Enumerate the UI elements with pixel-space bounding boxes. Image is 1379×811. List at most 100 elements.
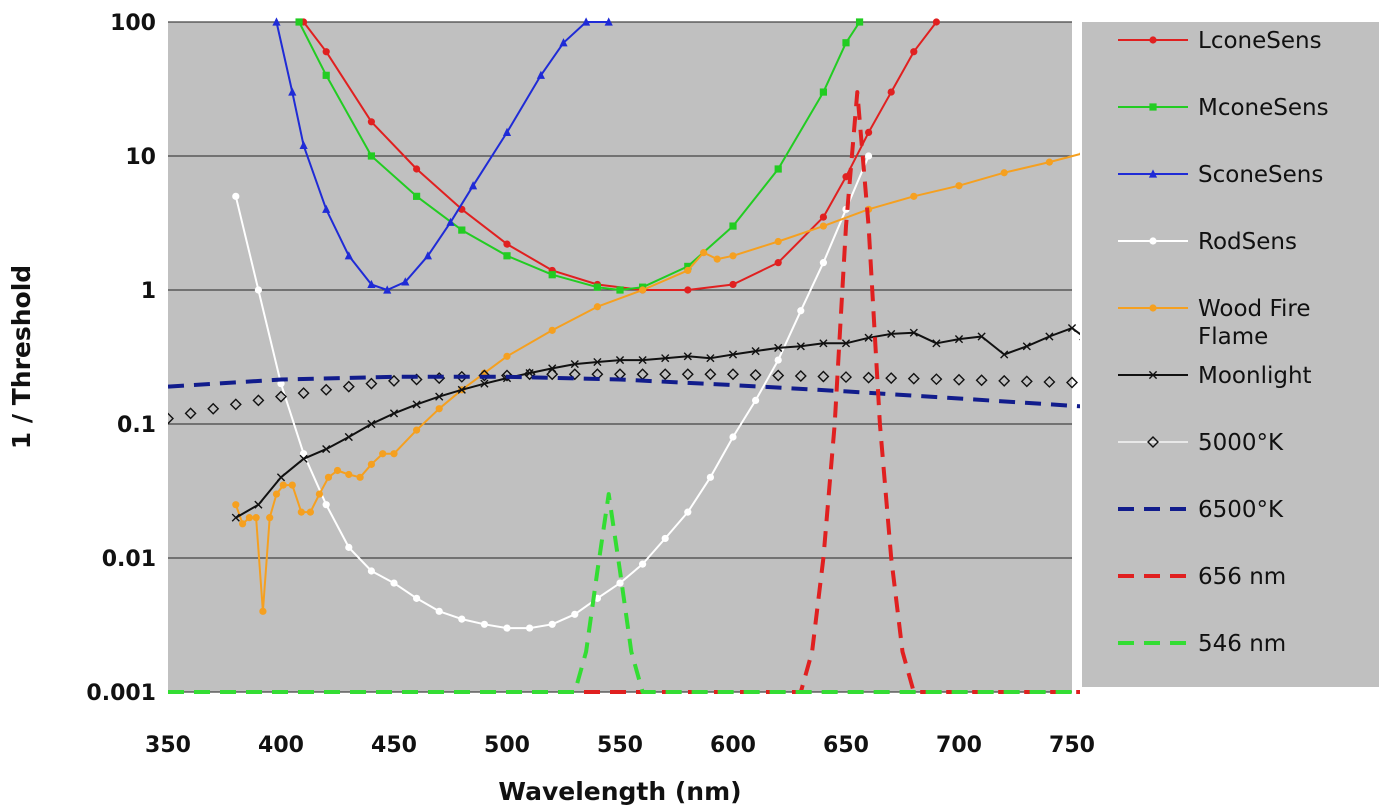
data-point	[772, 369, 785, 382]
legend-label: MconeSens	[1198, 95, 1329, 121]
data-point	[841, 339, 851, 348]
data-point	[469, 181, 478, 190]
data-point	[1022, 342, 1031, 351]
legend-label: RodSens	[1198, 229, 1297, 255]
data-point	[345, 543, 353, 551]
legend-label-line: Flame	[1198, 324, 1268, 350]
data-point	[932, 339, 941, 348]
data-point	[975, 374, 988, 387]
data-point	[288, 87, 297, 96]
data-point	[819, 339, 828, 348]
data-point	[774, 343, 783, 352]
legend-label: LconeSens	[1198, 28, 1322, 54]
y-tick-label: 100	[110, 11, 156, 36]
data-point	[1045, 332, 1054, 341]
data-point	[379, 450, 387, 458]
legend-entry: 6500°K	[1118, 497, 1284, 523]
legend-entry: 5000°K	[1118, 430, 1284, 456]
data-point	[817, 370, 830, 383]
series-lconesens	[300, 18, 941, 294]
data-point	[909, 328, 918, 337]
data-point	[953, 373, 965, 386]
data-point	[252, 394, 265, 407]
legend-label: Wood Fire Flame	[1198, 296, 1311, 350]
data-point	[700, 249, 708, 257]
data-point	[593, 283, 601, 291]
data-point	[297, 508, 305, 516]
data-point	[729, 222, 737, 230]
data-point	[616, 579, 624, 587]
data-point	[729, 252, 737, 260]
data-point	[168, 412, 174, 425]
data-point	[367, 567, 375, 575]
data-point	[1148, 169, 1158, 178]
x-tick-label: 750	[1049, 733, 1095, 758]
data-point	[774, 356, 782, 364]
data-point	[864, 333, 873, 342]
y-axis-title: 1 / Threshold	[7, 265, 36, 449]
data-point	[706, 473, 715, 481]
data-point	[276, 473, 286, 482]
data-point	[503, 352, 511, 360]
data-point	[345, 470, 353, 479]
data-point	[389, 409, 399, 418]
y-tick-labels: 0.001 0.01 0.1 1 10 100	[86, 11, 156, 706]
data-point	[275, 390, 287, 403]
series-moonlight	[231, 323, 1080, 522]
x-tick-label: 500	[484, 733, 530, 758]
legend-label: 656 nm	[1198, 564, 1286, 590]
data-point	[322, 204, 331, 213]
data-point	[322, 501, 330, 509]
data-point	[300, 450, 308, 458]
legend-label: Moonlight	[1198, 363, 1312, 389]
legend-label: 546 nm	[1198, 631, 1286, 657]
data-point	[728, 350, 738, 359]
series-line	[298, 21, 861, 291]
legend-entry: SconeSens	[1118, 162, 1323, 188]
x-tick-label: 400	[258, 733, 304, 758]
data-point	[367, 279, 376, 289]
legend-entry: Moonlight	[1118, 363, 1312, 389]
data-point	[1043, 375, 1056, 388]
x-tick-label: 700	[936, 733, 982, 758]
data-point	[684, 266, 692, 275]
y-tick-label: 10	[125, 145, 156, 170]
data-point	[272, 490, 281, 498]
data-point	[1066, 376, 1078, 389]
data-point	[344, 432, 353, 442]
data-point	[749, 369, 762, 382]
data-point	[954, 335, 964, 344]
data-point	[548, 620, 556, 628]
data-point	[446, 217, 455, 226]
data-point	[435, 607, 443, 615]
data-point	[752, 396, 760, 405]
data-point	[501, 369, 513, 382]
series-line	[168, 492, 1080, 694]
data-point	[254, 500, 263, 509]
data-point	[367, 419, 376, 429]
data-point	[401, 277, 410, 286]
x-axis-title: Wavelength (nm)	[498, 777, 741, 806]
data-point	[604, 17, 613, 26]
data-point	[639, 560, 647, 568]
data-point	[295, 18, 303, 26]
data-point	[297, 387, 310, 400]
series-6500-k	[168, 374, 1080, 409]
data-point	[819, 259, 828, 267]
data-point	[819, 88, 827, 96]
data-point	[277, 380, 285, 388]
data-point	[478, 369, 491, 382]
data-point	[977, 332, 986, 341]
data-point	[910, 192, 918, 200]
series-656-nm	[168, 90, 1080, 694]
data-point	[1149, 103, 1157, 111]
data-point	[1147, 436, 1159, 448]
data-point	[1000, 350, 1009, 359]
data-point	[1045, 158, 1053, 166]
legend-label: 5000°K	[1198, 430, 1284, 456]
data-point	[322, 444, 331, 454]
x-tick-label: 650	[823, 733, 869, 758]
data-point	[288, 481, 296, 489]
data-point	[526, 624, 534, 632]
